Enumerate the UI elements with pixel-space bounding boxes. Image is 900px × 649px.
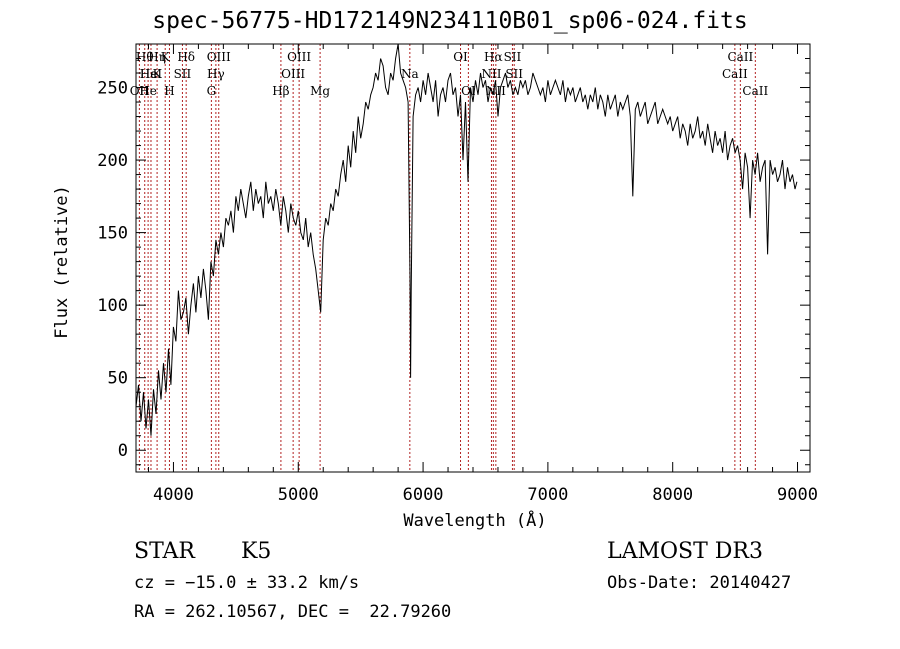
line-marker-label: SII (504, 50, 522, 64)
y-tick-label: 0 (118, 441, 128, 461)
line-marker-label: SII (505, 67, 523, 81)
line-marker-label: SII (174, 67, 192, 81)
redshift-velocity: cz = −15.0 ± 33.2 km/s (134, 573, 360, 593)
line-marker-label: CaII (722, 67, 748, 81)
line-marker-label: OI (461, 84, 476, 98)
survey-name: LAMOST DR3 (607, 539, 763, 564)
y-tick-label: 150 (97, 224, 128, 244)
x-tick-label: 4000 (153, 485, 194, 505)
line-marker-label: OIII (207, 50, 231, 64)
x-tick-label: 7000 (527, 485, 568, 505)
line-marker-label: G (207, 84, 217, 98)
x-axis-label: Wavelength (Å) (403, 511, 547, 531)
x-tick-label: 6000 (403, 485, 444, 505)
plot-axes: 4000 5000 6000 7000 8000 9000 0 50 100 150 200 250 (97, 43, 818, 505)
line-marker-label: Mg (310, 84, 330, 98)
line-marker-label: H (164, 84, 174, 98)
line-marker-label: Hγ (207, 67, 225, 81)
line-marker-label: CaII (727, 50, 753, 64)
line-marker-labels: OIIHθHεHeHeIHηKKHSIIHδGHγOIIIHβOIIIOIIIM… (130, 50, 769, 98)
line-marker-label: Hα (484, 50, 503, 64)
line-markers (138, 44, 756, 472)
line-marker-label: Na (401, 67, 419, 81)
line-marker-label: Hη (148, 50, 166, 64)
line-marker-label: OI (453, 50, 468, 64)
line-marker-label: CaII (742, 84, 768, 98)
line-marker-label: HeI (140, 67, 163, 81)
line-marker-label: Hδ (177, 50, 195, 64)
coordinates: RA = 262.10567, DEC = 22.79260 (134, 602, 452, 622)
line-marker-label: OII (130, 84, 150, 98)
spectrum-line (135, 43, 798, 436)
line-marker-label: Hθ (136, 50, 154, 64)
line-marker-label: OIII (281, 67, 305, 81)
y-tick-label: 100 (97, 296, 128, 316)
chart-title: spec-56775-HD172149N234110B01_sp06-024.f… (152, 8, 748, 34)
line-marker-label: He (139, 84, 157, 98)
line-marker-label: K (161, 50, 171, 64)
y-tick-label: 50 (108, 369, 128, 389)
object-subclass: K5 (241, 539, 272, 564)
x-tick-label: 5000 (278, 485, 319, 505)
line-marker-label: K (153, 67, 163, 81)
x-tick-label: 8000 (652, 485, 693, 505)
line-marker-label: Hε (140, 67, 157, 81)
line-marker-label: OIII (287, 50, 311, 64)
observation-date: Obs-Date: 20140427 (607, 573, 792, 593)
spectrum-series (135, 43, 798, 436)
x-tick-label: 9000 (777, 485, 818, 505)
plot-frame (135, 43, 811, 473)
y-tick-label: 200 (97, 151, 128, 171)
line-marker-label: NII (481, 67, 501, 81)
line-marker-label: NII (486, 84, 506, 98)
object-class: STAR (134, 539, 195, 564)
line-marker-label: Hβ (272, 84, 289, 98)
y-tick-label: 250 (97, 79, 128, 99)
